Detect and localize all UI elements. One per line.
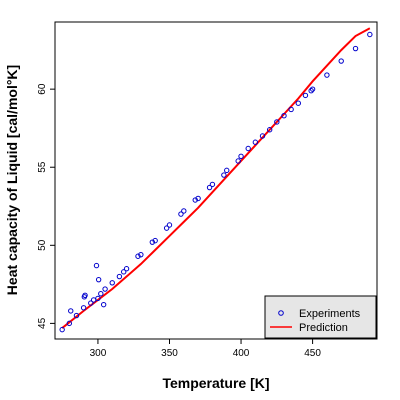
experiment-point [195, 195, 201, 202]
experiment-point [324, 72, 330, 78]
legend-box [264, 295, 377, 339]
experiment-point [98, 291, 104, 297]
y-tick-label: 45 [37, 317, 48, 329]
experiment-point [274, 119, 280, 125]
legend-prediction-label: Prediction [299, 322, 348, 334]
y-tick-label: 55 [37, 161, 48, 173]
x-tick-label: 400 [233, 348, 250, 359]
experiment-point [238, 153, 244, 160]
x-axis-title: Temperature [K] [162, 375, 269, 391]
experiment-point [308, 88, 314, 94]
experiment-point [138, 251, 144, 258]
experiment-point [90, 297, 97, 303]
experiment-point [109, 280, 115, 286]
experiment-point [259, 133, 266, 139]
y-tick-label: 60 [37, 83, 48, 95]
experiment-point [163, 225, 170, 231]
experiment-point [367, 31, 373, 38]
experiment-point [120, 269, 127, 275]
experiment-point [88, 300, 94, 306]
x-tick-label: 300 [90, 348, 107, 359]
experiment-point [100, 301, 107, 308]
experiment-point [206, 184, 213, 191]
y-axis: 45 50 55 60 [37, 83, 55, 329]
experiment-point [181, 208, 187, 214]
experiment-point [95, 276, 102, 283]
experiment-point [252, 139, 259, 145]
experiment-point [224, 167, 230, 174]
experiment-point [116, 273, 123, 280]
experiment-point [209, 181, 216, 188]
experiment-point [68, 308, 74, 314]
experiment-point [266, 127, 273, 133]
plot-frame [54, 21, 378, 340]
experiment-point [80, 305, 87, 311]
experiment-point [166, 222, 173, 228]
experiment-point [352, 45, 359, 52]
experiment-point [235, 158, 241, 164]
legend-experiments-label: Experiments [299, 308, 361, 320]
experiment-point [66, 320, 73, 327]
experiment-point [309, 86, 316, 92]
experiment-point [152, 237, 158, 244]
x-tick-label: 450 [304, 348, 321, 359]
experiment-point [73, 312, 80, 319]
experiment-point [102, 286, 108, 292]
series-layer [59, 27, 373, 333]
experiment-point [302, 92, 309, 99]
experiment-point [82, 292, 88, 298]
legend-experiments-marker [278, 310, 284, 316]
x-tick-label: 350 [161, 348, 178, 359]
experiment-point [192, 197, 198, 203]
legend: Experiments Prediction [264, 295, 377, 339]
experiment-point [338, 58, 344, 64]
experiment-point [95, 295, 101, 302]
x-axis: 300 350 400 450 [90, 339, 321, 359]
experiment-point [295, 100, 301, 106]
experiment-point [93, 262, 100, 269]
experiment-point [59, 326, 65, 333]
experiment-point [245, 145, 251, 152]
experiment-point [288, 106, 294, 113]
y-axis-title: Heat capacity of Liquid [cal/mol°K] [4, 65, 20, 295]
experiment-point [281, 112, 287, 119]
y-tick-label: 50 [37, 239, 48, 251]
experiment-point [149, 239, 156, 245]
experiment-point [123, 266, 130, 272]
prediction-line [61, 27, 371, 329]
experiment-point [178, 211, 184, 217]
experiment-point [135, 253, 141, 259]
experiment-point [221, 172, 227, 178]
